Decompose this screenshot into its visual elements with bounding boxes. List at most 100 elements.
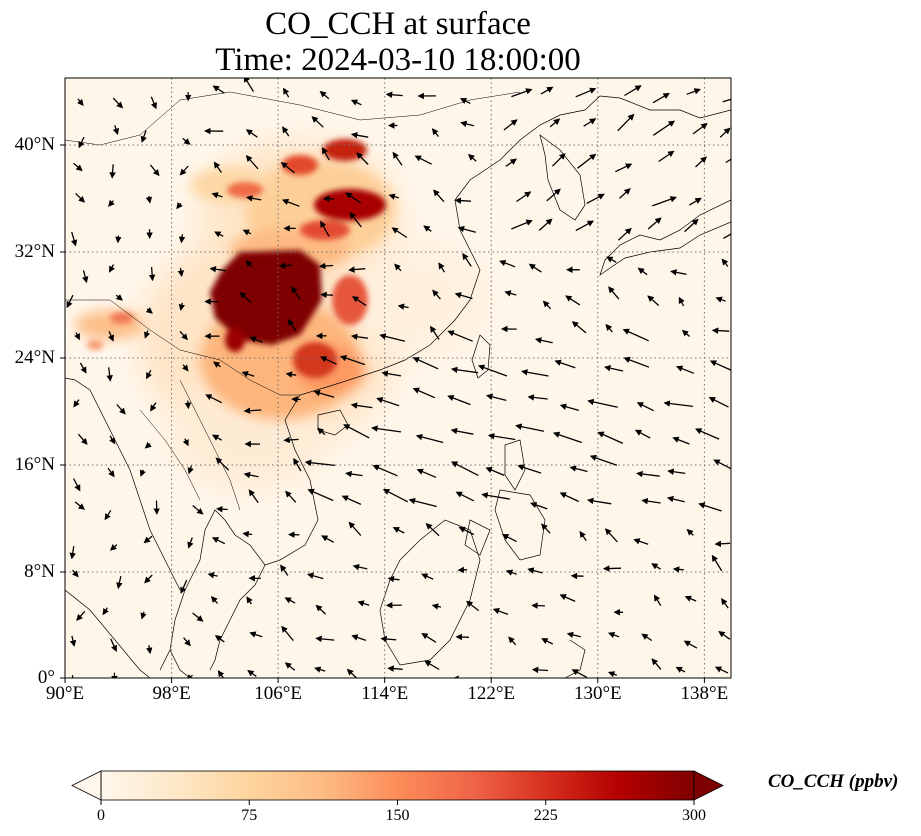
wind-arrow — [178, 234, 186, 244]
wind-arrow — [455, 633, 470, 641]
wind-arrow — [115, 294, 123, 301]
co-concentration-field — [75, 139, 490, 490]
wind-arrow — [608, 286, 620, 300]
wind-arrow — [285, 371, 297, 378]
wind-arrow — [695, 156, 707, 168]
wind-arrow — [239, 291, 252, 304]
wind-arrow — [73, 399, 80, 408]
wind-arrow — [467, 153, 477, 162]
wind-arrow — [380, 635, 397, 643]
wind-arrow — [150, 402, 157, 412]
wind-arrow — [624, 85, 642, 97]
wind-arrow — [69, 545, 76, 560]
wind-arrow — [249, 336, 264, 344]
wind-arrow — [82, 270, 89, 284]
wind-arrow — [423, 225, 432, 232]
wind-arrow — [504, 290, 517, 297]
wind-arrow — [508, 636, 517, 646]
wind-arrow — [313, 389, 335, 398]
wind-arrow — [110, 638, 117, 652]
wind-arrow — [285, 490, 297, 503]
wind-arrow — [421, 633, 437, 643]
wind-arrow — [477, 364, 508, 377]
wind-arrow — [209, 266, 226, 273]
wind-arrow — [109, 544, 118, 551]
wind-arrow — [385, 91, 403, 98]
wind-arrow — [725, 158, 731, 164]
wind-arrow — [565, 295, 581, 306]
wind-arrow — [605, 323, 613, 333]
wind-arrow — [192, 505, 204, 515]
wind-arrow — [214, 231, 224, 238]
wind-arrow — [652, 196, 677, 207]
wind-arrow — [107, 467, 115, 478]
map-title: CO_CCH at surface — [265, 6, 531, 42]
wind-arrow — [245, 129, 258, 138]
wind-arrow — [391, 227, 408, 239]
wind-arrow — [541, 523, 551, 534]
wind-arrow — [115, 235, 122, 244]
colorbar-tick-label: 0 — [97, 807, 105, 824]
wind-arrow — [486, 393, 507, 402]
wind-arrow — [243, 78, 255, 93]
wind-arrow — [139, 469, 146, 477]
wind-arrow — [455, 491, 475, 502]
wind-arrow — [212, 361, 221, 368]
wind-arrow — [586, 497, 612, 505]
wind-arrow — [414, 155, 432, 165]
wind-arrow — [108, 264, 115, 273]
wind-arrow — [350, 333, 368, 341]
wind-arrow — [496, 677, 504, 678]
wind-arrow — [77, 433, 88, 445]
wind-arrow — [282, 126, 290, 137]
wind-arrow — [527, 567, 543, 574]
wind-arrow — [182, 364, 189, 372]
wind-arrow — [515, 423, 545, 432]
wind-arrow — [387, 575, 400, 583]
lon-tick-label: 98°E — [152, 683, 191, 704]
wind-arrow — [559, 403, 579, 412]
wind-arrow — [571, 669, 588, 678]
wind-arrow — [511, 88, 533, 98]
wind-arrow — [723, 233, 731, 239]
wind-arrow — [698, 502, 722, 512]
wind-arrow — [450, 366, 479, 374]
wind-arrow — [247, 669, 257, 677]
wind-arrow — [681, 329, 691, 337]
wind-arrow — [381, 370, 402, 377]
wind-arrow — [465, 600, 480, 612]
wind-arrow — [531, 666, 549, 674]
wind-arrow — [641, 497, 661, 505]
wind-arrow — [315, 635, 335, 643]
wind-arrow — [541, 638, 553, 645]
lon-tick-label: 130°E — [573, 683, 622, 704]
wind-arrow — [559, 492, 580, 503]
wind-arrow — [352, 296, 367, 307]
wind-arrow — [722, 98, 731, 103]
wind-arrow — [116, 404, 126, 415]
wind-arrow — [641, 633, 653, 642]
wind-arrow — [715, 296, 726, 303]
wind-arrow — [653, 594, 662, 607]
wind-arrow — [341, 495, 362, 505]
wind-arrow — [345, 192, 362, 204]
wind-arrow — [622, 328, 649, 342]
wind-arrow — [187, 465, 194, 475]
wind-arrow — [516, 191, 532, 203]
wind-arrow — [307, 488, 334, 502]
wind-arrow — [454, 197, 471, 204]
wind-arrow — [606, 256, 617, 263]
wind-arrow — [74, 332, 80, 341]
wind-arrow — [278, 262, 293, 269]
wind-arrow — [71, 569, 79, 578]
wind-arrow — [343, 424, 370, 439]
wind-arrow — [636, 402, 654, 412]
wind-arrow — [517, 464, 542, 474]
wind-arrow — [460, 120, 475, 128]
wind-arrow — [280, 564, 289, 576]
wind-arrow — [425, 523, 440, 537]
wind-arrow — [144, 574, 153, 584]
wind-arrow — [102, 607, 109, 616]
wind-arrow — [287, 318, 297, 332]
wind-arrow — [245, 260, 253, 268]
